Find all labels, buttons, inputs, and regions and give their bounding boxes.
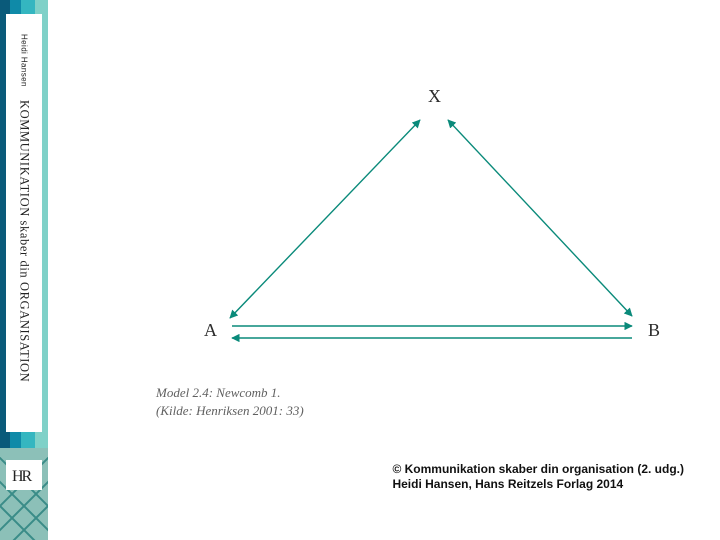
copyright-line2: Heidi Hansen, Hans Reitzels Forlag 2014 bbox=[392, 477, 684, 492]
caption-line1: Model 2.4: Newcomb 1. bbox=[156, 384, 304, 402]
caption-line2: (Kilde: Henriksen 2001: 33) bbox=[156, 402, 304, 420]
node-label-x: X bbox=[428, 86, 441, 107]
copyright-line1: © Kommunikation skaber din organisation … bbox=[392, 462, 684, 477]
page: Heidi Hansen KOMMUNIKATION skaber din OR… bbox=[0, 0, 720, 540]
figure-caption: Model 2.4: Newcomb 1. (Kilde: Henriksen … bbox=[156, 384, 304, 419]
newcomb-diagram bbox=[0, 0, 720, 540]
node-label-a: A bbox=[204, 320, 217, 341]
node-label-b: B bbox=[648, 320, 660, 341]
copyright: © Kommunikation skaber din organisation … bbox=[392, 462, 684, 492]
